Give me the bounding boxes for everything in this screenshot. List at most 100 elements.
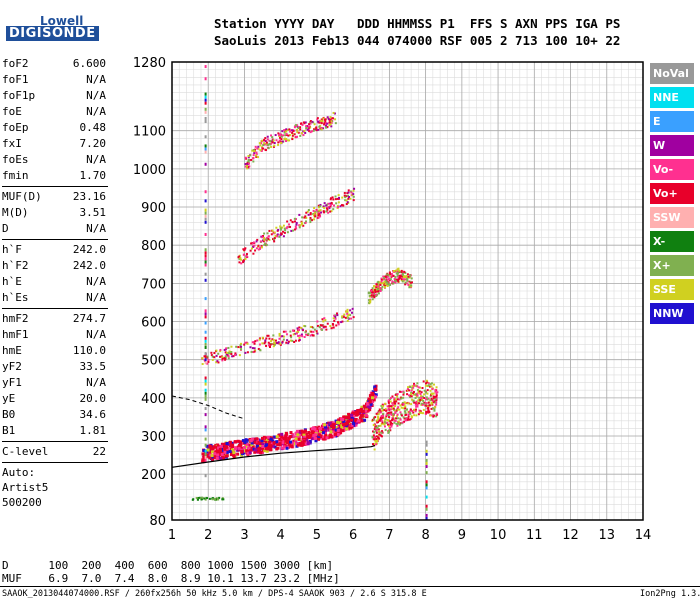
- echo-point: [368, 394, 372, 398]
- echo-point: [204, 257, 207, 261]
- echo-point: [204, 376, 207, 380]
- echo-point: [244, 247, 247, 250]
- echo-point: [240, 342, 243, 345]
- echo-point: [360, 414, 364, 418]
- echo-point: [330, 122, 333, 125]
- echo-point: [274, 134, 277, 137]
- echo-point: [232, 454, 236, 458]
- echo-point: [378, 433, 381, 436]
- legend-entry-nne: NNE: [650, 87, 694, 108]
- echo-point: [412, 411, 415, 414]
- echo-point: [250, 242, 253, 245]
- echo-point: [204, 95, 207, 99]
- echo-point: [302, 439, 306, 443]
- echo-point: [406, 273, 409, 276]
- echo-point: [412, 392, 415, 395]
- echo-point: [240, 262, 243, 265]
- echo-point: [255, 240, 258, 243]
- echo-point: [395, 417, 398, 420]
- echo-point: [405, 274, 408, 277]
- echo-point: [282, 230, 285, 233]
- echo-point: [303, 429, 307, 433]
- echo-point: [380, 404, 383, 407]
- echo-point: [399, 404, 402, 407]
- param-row: hmF2 274.7: [2, 311, 108, 327]
- param-label: foE: [2, 105, 22, 118]
- echo-point: [427, 405, 430, 408]
- echo-point: [202, 449, 206, 453]
- echo-point: [379, 287, 382, 290]
- echo-point: [321, 120, 324, 123]
- echo-point: [377, 436, 380, 439]
- echo-point: [330, 327, 333, 330]
- echo-point: [305, 125, 308, 128]
- echo-point: [342, 316, 345, 319]
- echo-point: [254, 145, 257, 148]
- echo-point: [322, 127, 325, 130]
- echo-point: [219, 457, 223, 461]
- echo-point: [387, 431, 390, 434]
- echo-point: [355, 413, 359, 417]
- echo-point: [259, 240, 262, 243]
- echo-point: [376, 437, 379, 440]
- echo-point: [253, 148, 256, 151]
- echo-point: [263, 342, 266, 345]
- echo-point: [291, 131, 294, 134]
- echo-point: [425, 391, 428, 394]
- echo-point: [273, 240, 276, 243]
- echo-point: [341, 316, 344, 319]
- echo-point: [352, 421, 356, 425]
- echo-point: [320, 122, 323, 125]
- param-label: hmF2: [2, 312, 29, 325]
- echo-point: [225, 450, 229, 454]
- echo-point: [284, 431, 288, 435]
- echo-point: [307, 434, 311, 438]
- echo-point: [318, 121, 321, 124]
- echo-point: [252, 160, 255, 163]
- echo-point: [347, 191, 350, 194]
- echo-point: [263, 448, 267, 452]
- echo-point: [417, 390, 420, 393]
- echo-point: [377, 428, 380, 431]
- density-profile: [171, 395, 376, 468]
- echo-point: [288, 223, 291, 226]
- echo-point: [249, 439, 253, 443]
- echo-point: [320, 324, 323, 327]
- echo-point: [421, 412, 424, 415]
- echo-point: [215, 497, 218, 500]
- echo-point: [223, 446, 227, 450]
- echo-point: [271, 229, 274, 232]
- echo-point: [376, 285, 379, 288]
- echo-point: [407, 402, 410, 405]
- echo-point: [259, 349, 262, 352]
- echo-point: [263, 232, 266, 235]
- echo-point: [404, 405, 407, 408]
- x-tick-label: 3: [240, 528, 248, 543]
- param-value: N/A: [86, 222, 106, 235]
- echo-point: [332, 317, 335, 320]
- echo-point: [330, 201, 333, 204]
- echo-point: [322, 320, 325, 323]
- echo-point: [382, 415, 385, 418]
- echo-point: [373, 438, 376, 441]
- echo-point: [298, 226, 301, 229]
- echo-point: [403, 401, 406, 404]
- echo-point: [245, 253, 248, 256]
- echo-point: [230, 345, 233, 348]
- echo-point: [318, 427, 322, 431]
- echo-point: [238, 261, 241, 264]
- echo-point: [210, 454, 214, 458]
- echo-point: [228, 450, 232, 454]
- param-row: h`Es N/A: [2, 290, 108, 306]
- echo-point: [415, 401, 418, 404]
- echo-point: [289, 330, 292, 333]
- echo-point: [390, 425, 393, 428]
- echo-point: [435, 399, 438, 402]
- echo-point: [201, 452, 205, 456]
- param-row: B1 1.81: [2, 423, 108, 439]
- echo-point: [309, 216, 312, 219]
- x-tick-label: 1: [168, 528, 176, 543]
- param-label: fxI: [2, 137, 22, 150]
- echo-point: [421, 403, 424, 406]
- echo-point: [401, 403, 404, 406]
